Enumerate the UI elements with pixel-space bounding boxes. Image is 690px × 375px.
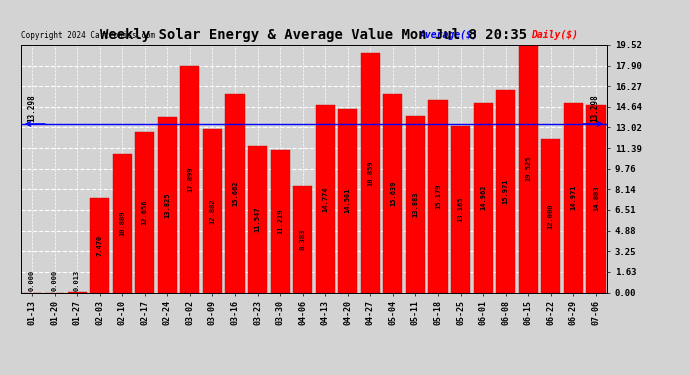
Bar <box>541 140 560 292</box>
Text: 13.883: 13.883 <box>413 192 418 217</box>
Text: 12.080: 12.080 <box>548 203 554 229</box>
Bar <box>203 129 222 292</box>
Text: 14.774: 14.774 <box>322 186 328 211</box>
Text: Average($): Average($) <box>420 30 478 40</box>
Bar <box>586 105 606 292</box>
Text: 0.000: 0.000 <box>52 269 57 291</box>
Bar <box>519 45 538 292</box>
Text: 15.179: 15.179 <box>435 183 441 209</box>
Bar <box>428 100 448 292</box>
Bar <box>338 109 357 292</box>
Text: Copyright 2024 Cartronics.com: Copyright 2024 Cartronics.com <box>21 31 155 40</box>
Text: 7.470: 7.470 <box>97 234 103 256</box>
Bar <box>451 126 470 292</box>
Text: 15.639: 15.639 <box>390 181 396 206</box>
Bar <box>496 90 515 292</box>
Bar <box>315 105 335 292</box>
Text: 8.383: 8.383 <box>299 229 306 250</box>
Text: 14.962: 14.962 <box>480 185 486 210</box>
Text: 11.219: 11.219 <box>277 209 283 234</box>
Bar <box>248 146 267 292</box>
Bar <box>564 103 583 292</box>
Bar <box>270 150 290 292</box>
Text: 17.899: 17.899 <box>187 166 193 192</box>
Text: 14.501: 14.501 <box>345 188 351 213</box>
Bar <box>158 117 177 292</box>
Bar <box>180 66 199 292</box>
Text: 0.000: 0.000 <box>29 269 35 291</box>
Text: 13.165: 13.165 <box>457 196 464 222</box>
Title: Weekly Solar Energy & Average Value Mon Jul 8 20:35: Weekly Solar Energy & Average Value Mon … <box>100 28 528 42</box>
Text: 15.971: 15.971 <box>503 178 509 204</box>
Bar <box>473 103 493 292</box>
Bar <box>90 198 109 292</box>
Text: 0.013: 0.013 <box>74 269 80 291</box>
Bar <box>226 94 244 292</box>
Text: 18.859: 18.859 <box>367 160 373 186</box>
Text: 10.889: 10.889 <box>119 211 125 236</box>
Text: 12.656: 12.656 <box>141 200 148 225</box>
Bar <box>384 94 402 292</box>
Text: 12.882: 12.882 <box>210 198 215 223</box>
Bar <box>361 53 380 292</box>
Bar <box>112 154 132 292</box>
Text: Daily($): Daily($) <box>531 30 578 40</box>
Text: 13.825: 13.825 <box>164 192 170 217</box>
Text: 15.662: 15.662 <box>232 180 238 206</box>
Bar <box>135 132 155 292</box>
Text: 19.525: 19.525 <box>525 156 531 182</box>
Text: 13.298: 13.298 <box>28 94 37 122</box>
Bar <box>293 186 313 292</box>
Text: 14.803: 14.803 <box>593 186 599 211</box>
Bar <box>406 117 425 292</box>
Text: 11.547: 11.547 <box>255 207 261 232</box>
Text: 13.298: 13.298 <box>590 94 600 122</box>
Text: 14.971: 14.971 <box>571 185 576 210</box>
